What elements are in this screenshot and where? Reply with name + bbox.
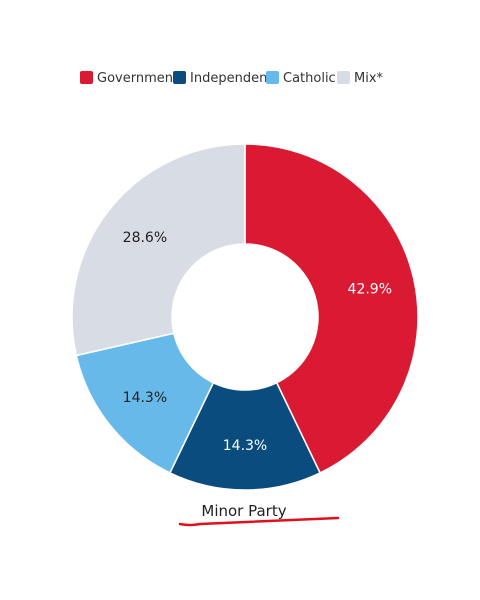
slice-government[interactable] [244,143,419,474]
legend-swatch-mix [337,71,350,84]
slice-mix[interactable] [71,143,246,357]
slice-label-catholic: 14.3% [123,390,167,406]
caption-underline [178,516,340,527]
donut-slices [71,143,419,491]
legend-label-mix[interactable]: Mix* [354,71,384,86]
legend-label-independent[interactable]: Independent [190,71,272,86]
slice-labels: 42.9% 14.3% 14.3% 28.6% [123,230,392,454]
slice-label-independent: 14.3% [223,438,267,454]
legend-label-catholic[interactable]: Catholic [283,71,336,86]
slice-catholic[interactable] [75,332,215,474]
legend-label-government[interactable]: Government [97,71,178,86]
legend: Government Independent Catholic Mix* [80,71,384,86]
chart-caption: Minor Party [201,502,286,520]
slice-label-government: 42.9% [348,282,392,298]
slice-independent[interactable] [168,381,322,491]
legend-swatch-catholic [266,71,279,84]
legend-swatch-government [80,71,93,84]
legend-swatch-independent [173,71,186,84]
slice-label-mix: 28.6% [123,230,167,246]
